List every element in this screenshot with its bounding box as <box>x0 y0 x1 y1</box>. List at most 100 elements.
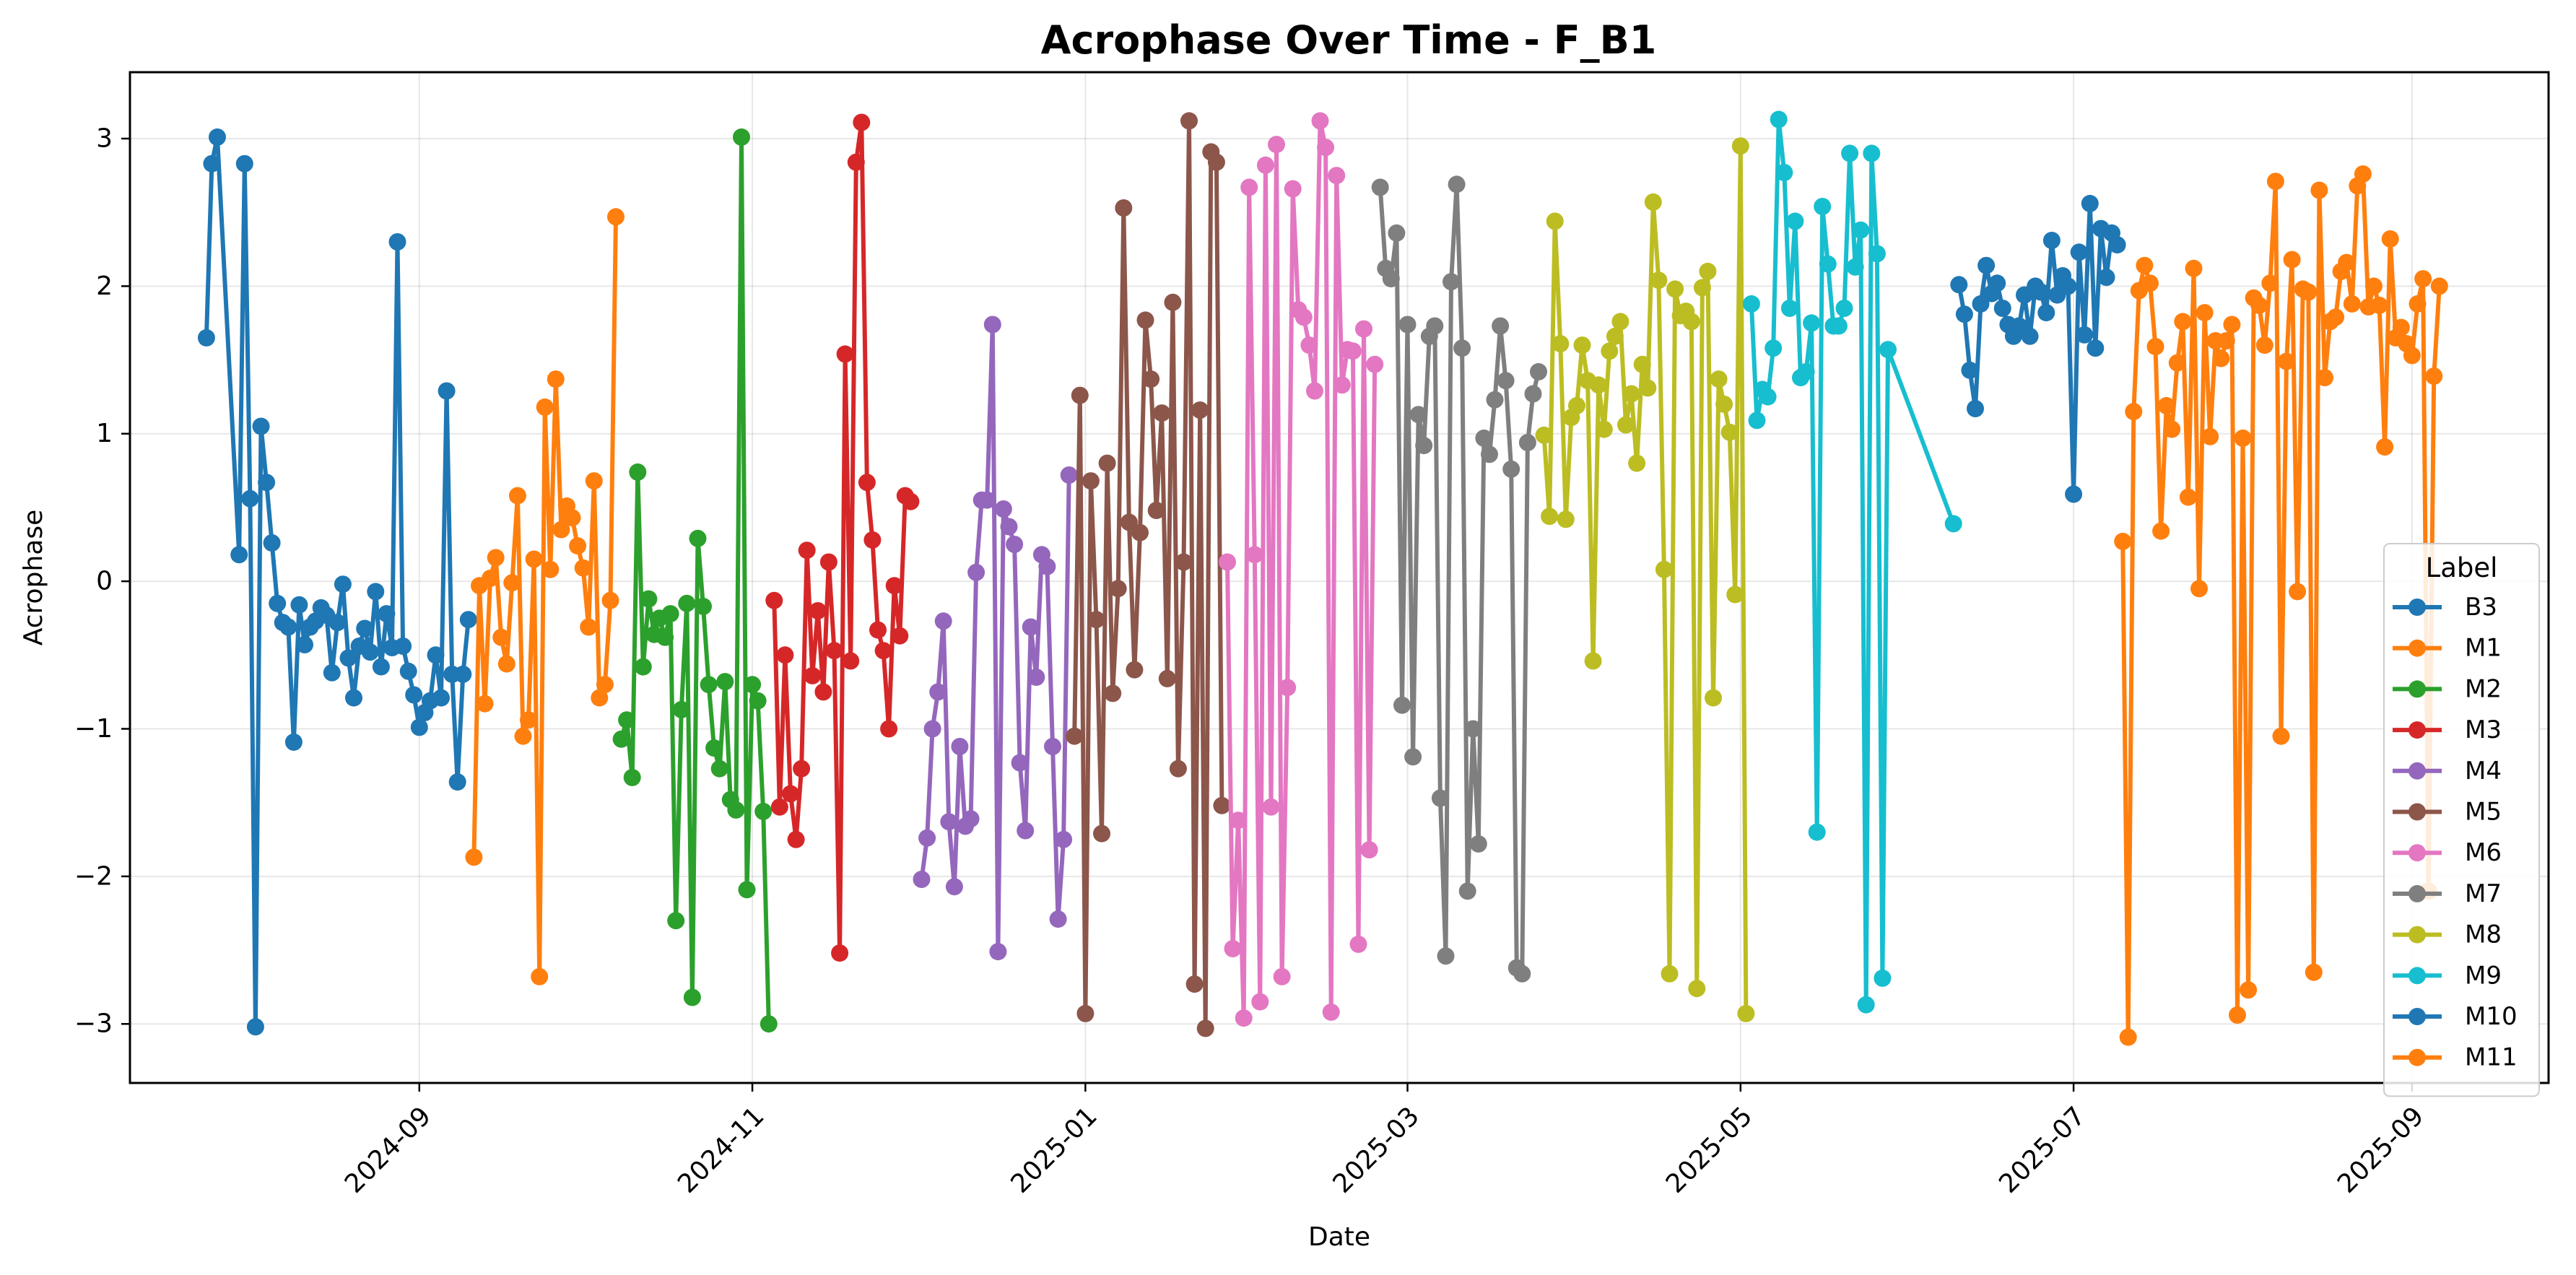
data-point <box>1552 335 1570 353</box>
data-point <box>1955 305 1973 323</box>
data-point <box>2201 427 2219 445</box>
legend-label: M8 <box>2465 921 2502 949</box>
data-point <box>2381 230 2399 248</box>
data-point <box>1219 553 1236 571</box>
data-point <box>1098 454 1116 472</box>
series-m6 <box>1219 112 1384 1027</box>
legend-label: M9 <box>2465 961 2502 990</box>
legend-item-m5: M5 <box>2393 798 2502 827</box>
data-point <box>1017 822 1035 840</box>
data-point <box>1568 396 1585 414</box>
data-point <box>1393 696 1411 714</box>
legend-item-b3: B3 <box>2393 593 2497 622</box>
data-point <box>2081 194 2099 212</box>
data-point <box>1803 314 1821 332</box>
data-point <box>661 605 679 623</box>
data-point <box>263 534 281 552</box>
series-line <box>1541 144 1749 1014</box>
data-point <box>1055 830 1073 848</box>
legend-item-m10: M10 <box>2393 1002 2518 1031</box>
legend-swatch-marker <box>2409 1008 2426 1025</box>
data-point <box>1967 400 1984 417</box>
data-point <box>1388 224 1406 242</box>
data-point <box>1458 882 1476 900</box>
data-point <box>2266 173 2284 191</box>
data-point <box>596 676 614 694</box>
data-point <box>738 881 756 899</box>
data-point <box>1169 760 1187 778</box>
data-point <box>891 627 909 645</box>
data-point <box>1742 295 1760 313</box>
data-point <box>1726 586 1744 604</box>
data-point <box>874 642 892 660</box>
data-point <box>951 738 969 755</box>
data-point <box>2141 274 2159 292</box>
data-point <box>372 658 390 676</box>
data-point <box>754 802 773 820</box>
data-point <box>2070 243 2088 261</box>
data-point <box>2152 522 2170 540</box>
data-point <box>235 155 253 173</box>
data-point <box>618 711 636 729</box>
data-point <box>1185 975 1204 993</box>
data-point <box>1038 557 1056 575</box>
data-point <box>1398 316 1417 334</box>
data-point <box>1262 798 1280 816</box>
data-point <box>361 643 379 661</box>
series-m7 <box>1371 175 1547 983</box>
legend-label: M11 <box>2465 1043 2518 1072</box>
legend-swatch-marker <box>2409 844 2426 862</box>
legend-title: Label <box>2426 552 2498 583</box>
y-tick-label: 3 <box>96 123 113 153</box>
legend-swatch-marker <box>2409 721 2426 739</box>
data-point <box>1147 502 1165 519</box>
data-point <box>290 596 308 614</box>
data-point <box>2283 251 2301 269</box>
y-tick-label: −2 <box>74 861 113 891</box>
legend-label: M10 <box>2465 1002 2518 1031</box>
data-point <box>252 417 270 435</box>
data-point <box>1022 618 1040 636</box>
data-point <box>1300 336 1318 354</box>
data-point <box>284 733 303 751</box>
data-point <box>853 113 871 131</box>
data-point <box>1502 460 1520 478</box>
data-point <box>1294 308 1313 326</box>
data-point <box>1443 273 1460 291</box>
data-point <box>1993 300 2011 317</box>
data-point <box>2174 313 2192 331</box>
data-point <box>438 382 456 400</box>
data-point <box>1082 472 1100 490</box>
data-point <box>1765 339 1783 357</box>
data-point <box>1639 379 1657 397</box>
data-point <box>2234 429 2252 447</box>
data-point <box>203 155 221 173</box>
data-point <box>410 718 428 736</box>
data-point <box>1153 404 1171 422</box>
data-point <box>2223 316 2241 334</box>
data-point <box>1988 274 2006 292</box>
data-point <box>569 537 587 555</box>
data-point <box>2305 963 2323 981</box>
data-point <box>683 988 701 1006</box>
data-point <box>334 575 352 593</box>
data-point <box>716 673 734 691</box>
data-point <box>733 128 750 146</box>
data-point <box>1360 841 1378 859</box>
data-point <box>1693 279 1711 297</box>
data-point <box>405 686 423 704</box>
legend-swatch-marker <box>2409 803 2426 821</box>
data-point <box>2168 354 2186 372</box>
data-point <box>1371 178 1389 196</box>
data-point <box>1180 112 1198 130</box>
data-point <box>1573 336 1591 354</box>
data-point <box>1601 342 1619 360</box>
data-point <box>432 689 450 707</box>
data-point <box>836 345 854 363</box>
data-point <box>1546 212 1564 230</box>
data-point <box>591 689 609 707</box>
data-point <box>454 665 472 683</box>
data-point <box>1497 372 1515 390</box>
data-point <box>2327 308 2345 326</box>
data-point <box>2338 253 2356 271</box>
